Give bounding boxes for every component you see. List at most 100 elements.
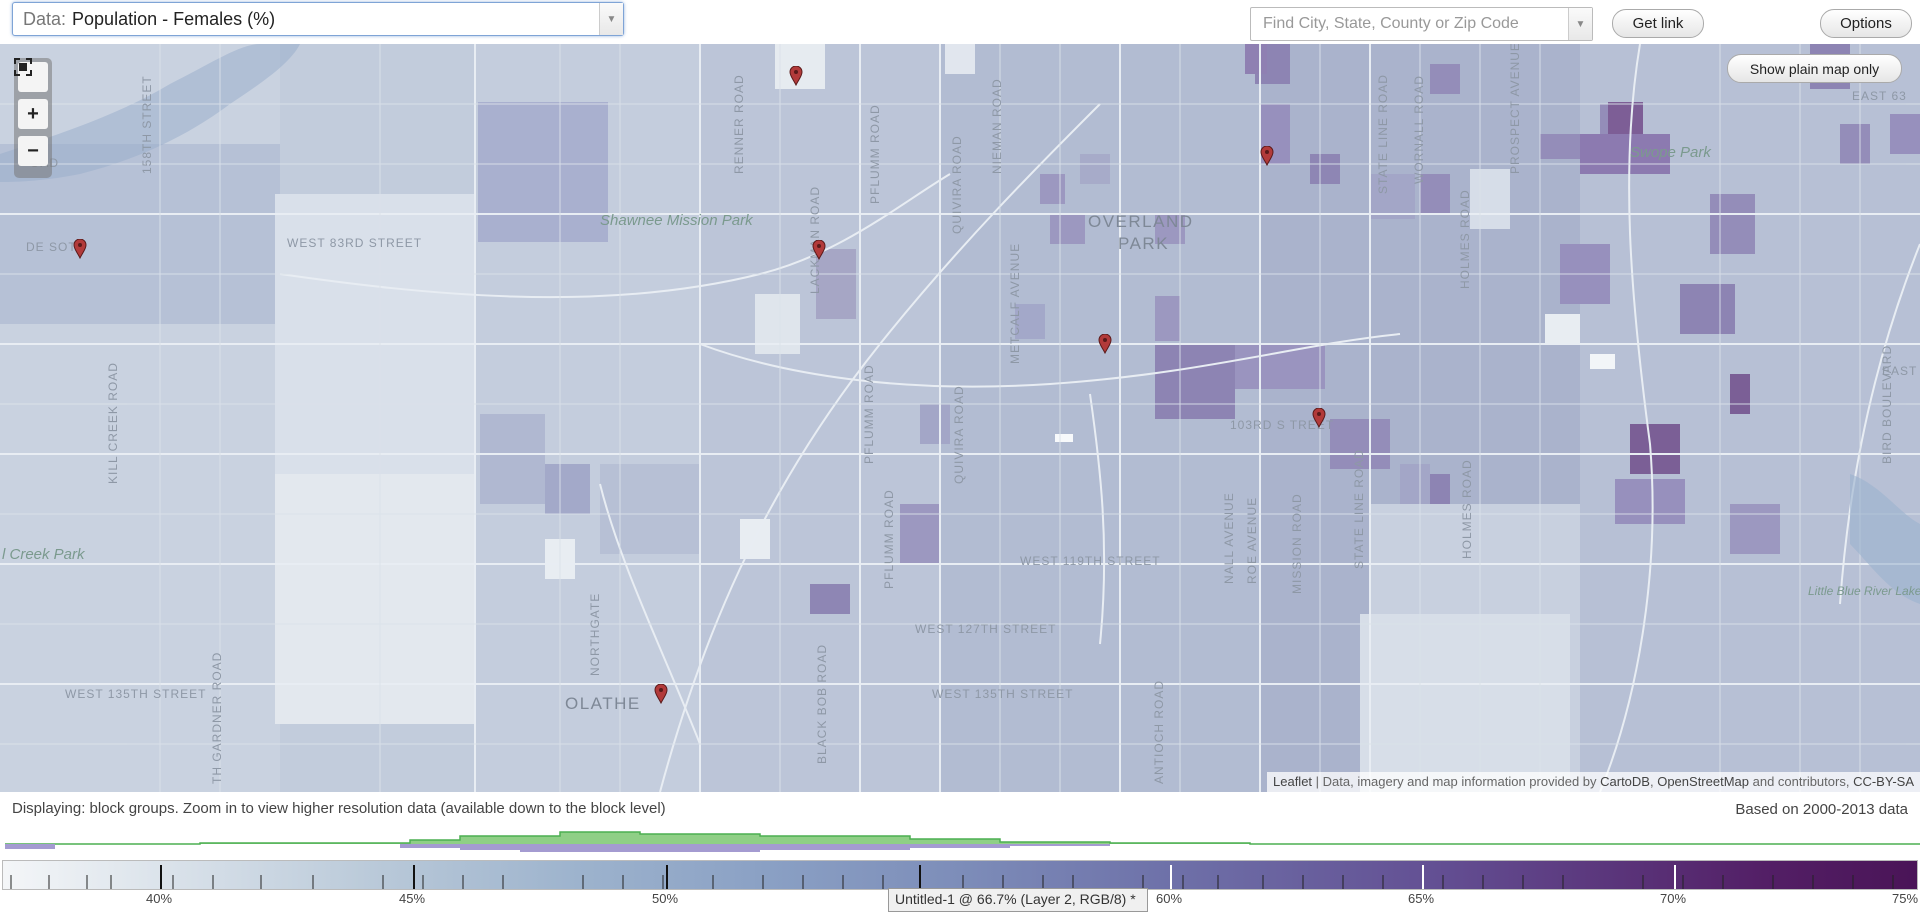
map-marker-icon[interactable] [73,239,87,259]
map-label-de-soto: DE SOTO [26,240,87,254]
map-label-holmes-1: HOLMES ROAD [1458,189,1472,289]
block-groups [480,44,1920,792]
map-label-swope-park: Swope Park [1630,144,1711,161]
zoom-control: + − [14,58,52,178]
map-marker-icon[interactable] [789,66,803,86]
top-bar: Data: Population - Females (%) ▼ ▼ Get l… [0,0,1920,44]
map-marker-icon[interactable] [812,240,826,260]
choropleth-layer [0,44,1920,792]
show-plain-map-button[interactable]: Show plain map only [1727,54,1902,83]
map-label-west-127th: WEST 127TH STREET [915,622,1057,636]
histogram-purple [5,844,1110,852]
attribution-and: and contributors, [1749,774,1854,789]
map-label-prospect: PROSPECT AVENUE [1508,44,1522,174]
chevron-down-icon[interactable]: ▼ [599,3,623,35]
legend-ticks [10,865,1894,889]
map-label-park: PARK [1118,234,1170,253]
legend-label-40: 40% [146,891,173,906]
zoom-out-button[interactable]: − [18,136,48,166]
map-label-wornall: WORNALL ROAD [1412,75,1426,184]
attribution-text: | Data, imagery and map information prov… [1312,774,1601,789]
map-label-shawnee-mission-park: Shawnee Mission Park [600,212,753,229]
cartodb-link[interactable]: CartoDB [1600,774,1650,789]
fullscreen-icon[interactable] [14,58,48,92]
map-label-creek-park: l Creek Park [2,546,85,563]
data-select-value: Population - Females (%) [72,8,276,29]
map-label-state-line-1: STATE LINE ROAD [1376,74,1390,194]
map-label-black-bob: BLACK BOB ROAD [815,643,829,764]
get-link-button[interactable]: Get link [1612,9,1704,38]
map-label-northgate: NORTHGATE [588,592,602,676]
map-label-roe: ROE AVENUE [1245,496,1259,584]
map-label-blue-river-lake: Little Blue River Lake [1808,584,1920,598]
map-label-gardner: TH GARDNER ROAD [210,651,224,784]
legend-labels: 40% 45% 50% 60% 65% 70% 75% [0,891,1920,911]
displaying-text: Displaying: block groups. Zoom in to vie… [12,800,666,817]
map-label-overland: OVERLAND [1088,212,1194,231]
map-label-103rd: 103RD S TREET [1230,418,1335,432]
attribution-comma: , [1649,774,1658,789]
legend-label-50: 50% [652,891,679,906]
map-label-nall: NALL AVENUE [1222,492,1236,584]
map-marker-icon[interactable] [1260,146,1274,166]
map-attribution: Leaflet | Data, imagery and map informat… [1267,772,1920,792]
map-marker-icon[interactable] [1098,334,1112,354]
minor-roads [0,44,1920,792]
map-marker-icon[interactable] [654,684,668,704]
location-search[interactable]: ▼ [1250,7,1593,41]
map-label-west-83rd: WEST 83RD STREET [287,236,423,250]
map-label-state-line-2: STATE LINE ROAD [1352,449,1366,569]
legend-label-65: 65% [1408,891,1435,906]
map-label-pflumm-2: PFLUMM ROAD [862,364,876,464]
map-marker-icon[interactable] [1312,408,1326,428]
minor-ticks [10,875,1894,889]
map-label-west-119th: WEST 119TH STREET [1020,554,1161,568]
data-select[interactable]: Data: Population - Females (%) ▼ [12,2,624,36]
map-view[interactable]: OVERLAND PARK OLATHE Shawnee Mission Par… [0,44,1920,792]
data-select-prefix: Data: [23,8,67,29]
info-row: Displaying: block groups. Zoom in to vie… [0,792,1920,822]
lake [1850,474,1920,604]
map-label-158th: 158TH STREET [140,75,154,174]
region-lightest [275,474,475,724]
map-label-antioch: ANTIOCH ROAD [1152,679,1166,784]
search-input[interactable] [1261,14,1561,34]
osm-link[interactable]: OpenStreetMap [1657,774,1749,789]
map-label-pflumm-1: PFLUMM ROAD [868,104,882,204]
map-label-kill-creek: KILL CREEK ROAD [106,362,120,484]
distribution-histogram [5,831,1920,852]
histogram-green [5,831,1920,845]
legend-label-45: 45% [399,891,426,906]
map-label-east-bann: EAST BANN [1882,364,1920,378]
map-label-west-135th-b: WEST 135TH STREET [932,687,1074,701]
kansas-river [0,44,300,182]
road-network [0,44,1920,792]
map-label-bird-blvd: BIRD BOULEVARD [1880,344,1894,464]
block-dark-1 [478,102,608,242]
fullscreen-icon-glyph [14,58,32,76]
license-link[interactable]: CC-BY-SA [1853,774,1914,789]
legend-label-75: 75% [1892,891,1919,906]
map-label-holmes-2: HOLMES ROAD [1460,459,1474,559]
map-label-east-63: EAST 63 [1852,89,1907,103]
chevron-down-icon[interactable]: ▼ [1568,8,1592,40]
map-label-quivira-2: QUIVIRA ROAD [952,385,966,484]
map-label-olathe: OLATHE [565,694,641,713]
map-label-quivira-1: QUIVIRA ROAD [950,135,964,234]
leaflet-link[interactable]: Leaflet [1273,774,1313,789]
major-ticks-light [1170,865,1676,889]
color-legend[interactable] [2,860,1918,890]
map-label-renner: RENNER ROAD [732,74,746,174]
map-label-metcalf: METCALF AVENUE [1008,242,1022,364]
map-label-nieman: NIEMAN ROAD [990,78,1004,174]
map-label-west-135th-a: WEST 135TH STREET [65,687,207,701]
status-bar: Untitled-1 @ 66.7% (Layer 2, RGB/8) * [888,888,1148,912]
legend-label-70: 70% [1660,891,1687,906]
based-on-text: Based on 2000-2013 data [1735,801,1908,818]
map-label-mission: MISSION ROAD [1290,493,1304,594]
map-label-pflumm-3: PFLUMM ROAD [882,489,896,589]
legend-label-60: 60% [1156,891,1183,906]
region-shawnee [700,44,940,792]
options-button[interactable]: Options [1820,9,1912,38]
zoom-in-button[interactable]: + [18,99,48,129]
